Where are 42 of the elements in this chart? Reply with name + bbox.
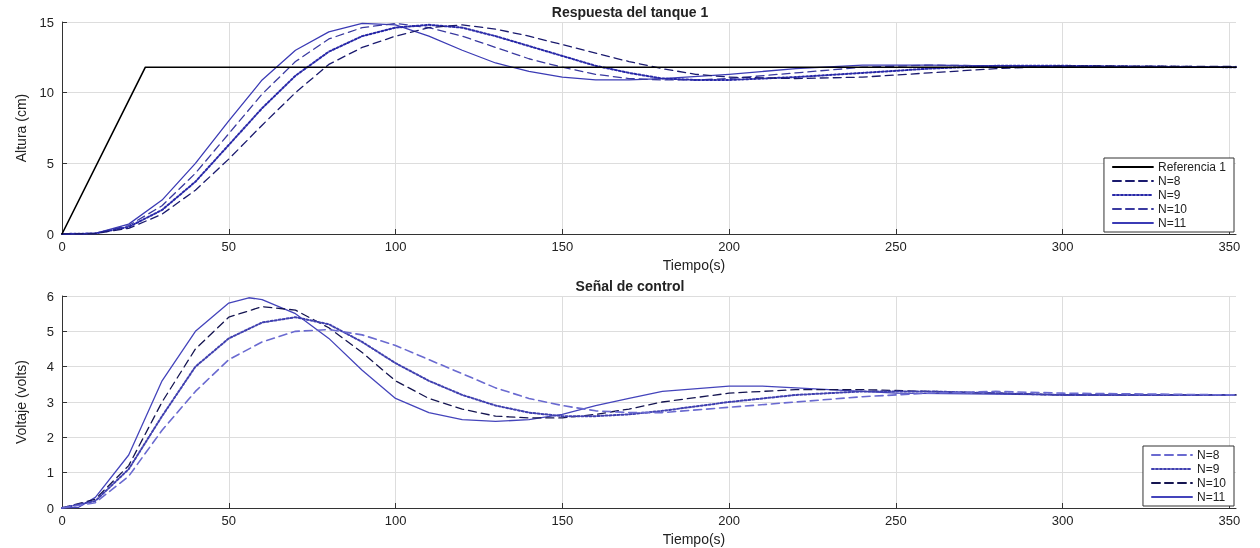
y-tick-label: 15 [39,14,54,30]
legend-label: N=9 [1196,462,1220,476]
y-axis-title: Altura (cm) [13,93,29,163]
legend-label: N=11 [1157,216,1187,230]
legend-label: Referencia 1 [1157,160,1227,174]
legend-label: N=10 [1157,202,1188,216]
y-axis-title: Voltaje (volts) [13,359,29,445]
y-tick-label: 2 [46,429,54,445]
chart-title: Respuesta del tanque 1 [551,4,709,20]
x-axis-title: Tiempo(s) [662,256,726,273]
x-tick-label: 50 [221,513,236,528]
x-tick-label: 200 [718,513,740,528]
x-tick-label: 0 [58,513,66,528]
x-tick-label: 0 [58,239,66,254]
y-tick-label: 1 [46,465,54,481]
chart-title: Señal de control [575,278,685,294]
x-tick-label: 150 [551,239,574,254]
x-tick-label: 100 [384,513,407,528]
x-tick-label: 250 [884,239,907,254]
x-axis-title: Tiempo(s) [662,530,726,547]
y-tick-label: 4 [46,359,54,375]
x-tick-label: 350 [1218,513,1241,528]
legend-label: N=10 [1196,476,1227,490]
x-tick-label: 300 [1051,513,1074,528]
x-tick-label: 150 [551,513,574,528]
y-tick-label: 0 [46,500,54,516]
x-tick-label: 250 [884,513,907,528]
legend-label: N=8 [1196,448,1220,462]
legend-label: N=9 [1157,188,1181,202]
y-tick-label: 6 [46,288,54,304]
legend-label: N=8 [1157,174,1181,188]
y-tick-label: 10 [39,85,54,101]
y-tick-label: 5 [46,155,54,171]
legend-label: N=11 [1196,490,1226,504]
y-tick-label: 0 [46,226,54,242]
x-tick-label: 100 [384,239,407,254]
x-tick-label: 50 [221,239,236,254]
x-tick-label: 200 [718,239,740,254]
x-tick-label: 300 [1051,239,1074,254]
y-tick-label: 5 [46,323,54,339]
y-tick-label: 3 [46,394,54,410]
x-tick-label: 350 [1218,239,1241,254]
